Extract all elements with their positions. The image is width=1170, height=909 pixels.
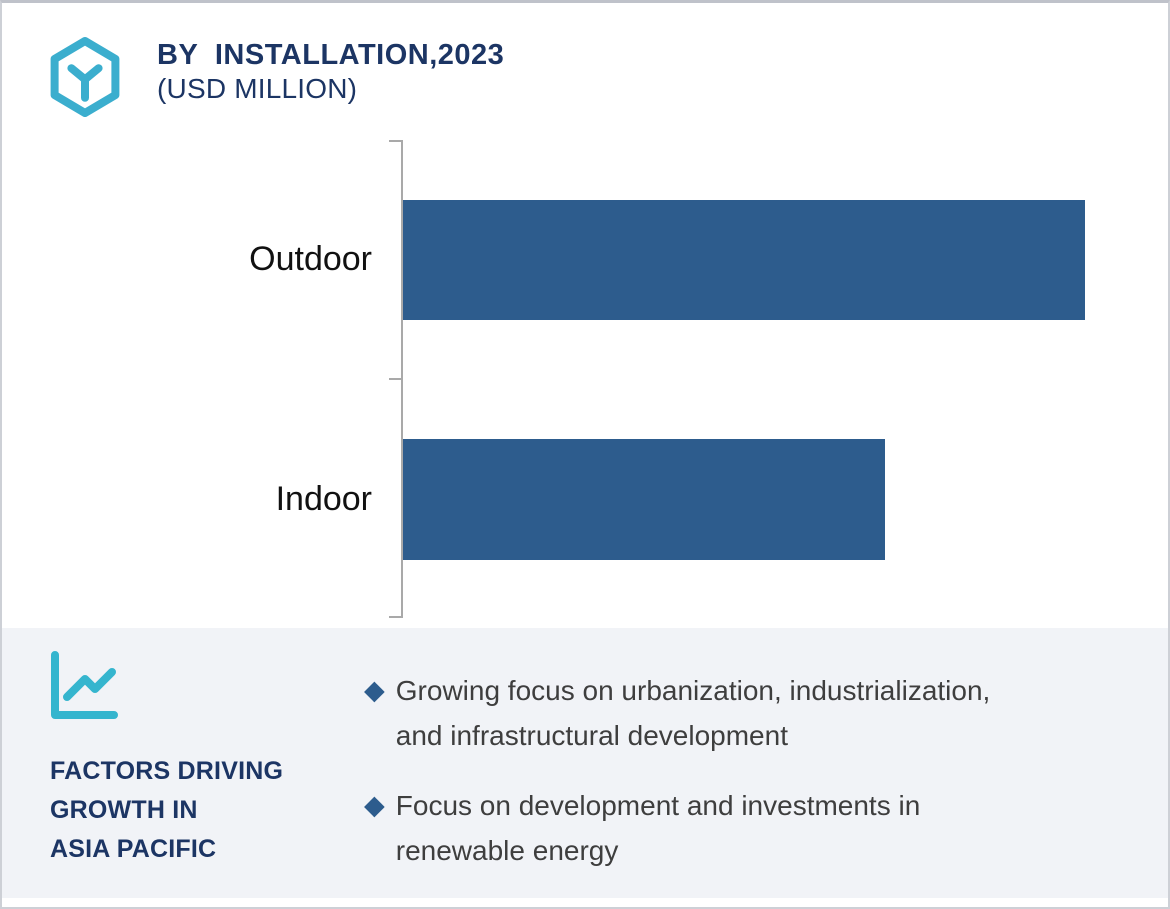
factors-heading-line: ASIA PACIFIC	[50, 835, 217, 863]
factors-heading: FACTORS DRIVING GROWTH IN ASIA PACIFIC	[50, 752, 283, 869]
category-axis	[401, 140, 403, 618]
factors-heading-line: GROWTH IN	[50, 796, 198, 824]
header-titles: BY INSTALLATION,2023 (USD MILLION)	[157, 38, 504, 106]
bullet-text: Growing focus on urbanization, industria…	[396, 668, 991, 758]
axis-tick	[389, 616, 402, 618]
bullet-text-line: Growing focus on urbanization, industria…	[395, 675, 991, 706]
bullet-text-line: Focus on development and investments in	[395, 790, 921, 821]
list-item: ◆ Growing focus on urbanization, industr…	[364, 668, 1124, 758]
header: BY INSTALLATION,2023 (USD MILLION)	[45, 36, 504, 118]
category-label-outdoor: Outdoor	[249, 240, 372, 278]
indoor-bar	[403, 439, 885, 560]
axis-tick	[389, 140, 402, 142]
category-label-indoor: Indoor	[275, 480, 372, 518]
diamond-bullet-icon: ◆	[364, 790, 385, 820]
bullet-text-line: renewable energy	[395, 835, 619, 866]
bullet-text: Focus on development and investments in …	[396, 783, 921, 873]
page-title: BY INSTALLATION,2023	[157, 39, 505, 71]
factors-bullet-list: ◆ Growing focus on urbanization, industr…	[364, 668, 1124, 898]
bullet-text-line: and infrastructural development	[395, 720, 788, 751]
hexagon-cube-icon	[50, 37, 120, 117]
factors-panel: FACTORS DRIVING GROWTH IN ASIA PACIFIC ◆…	[2, 628, 1168, 898]
page-subtitle: (USD MILLION)	[157, 73, 358, 104]
list-item: ◆ Focus on development and investments i…	[364, 783, 1124, 873]
outdoor-bar	[403, 200, 1085, 320]
axis-tick	[389, 378, 402, 380]
trend-line-chart-icon	[51, 651, 118, 719]
diamond-bullet-icon: ◆	[364, 675, 385, 705]
factors-heading-line: FACTORS DRIVING	[50, 757, 284, 785]
